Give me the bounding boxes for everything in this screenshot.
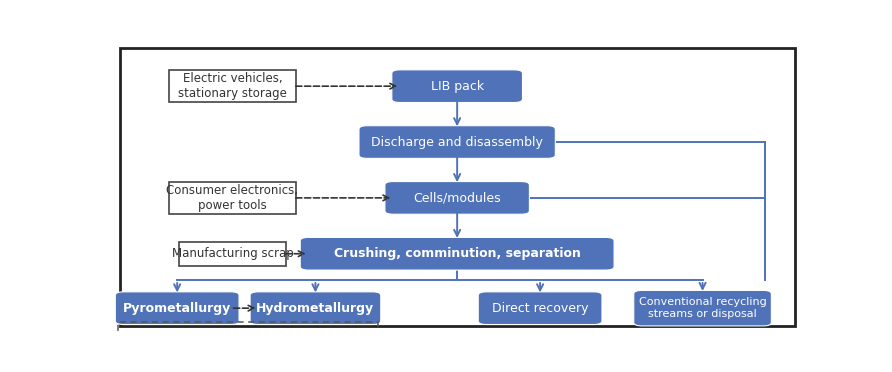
FancyBboxPatch shape xyxy=(301,237,614,270)
FancyBboxPatch shape xyxy=(120,48,795,326)
Text: Manufacturing scrap: Manufacturing scrap xyxy=(171,247,293,260)
FancyBboxPatch shape xyxy=(392,70,523,103)
Text: Discharge and disassembly: Discharge and disassembly xyxy=(371,135,543,148)
Text: Crushing, comminution, separation: Crushing, comminution, separation xyxy=(334,247,581,260)
Text: Electric vehicles,
stationary storage: Electric vehicles, stationary storage xyxy=(178,72,287,100)
Text: Consumer electronics,
power tools: Consumer electronics, power tools xyxy=(167,184,299,212)
Text: Cells/modules: Cells/modules xyxy=(413,191,501,204)
Text: Direct recovery: Direct recovery xyxy=(491,302,589,315)
Text: LIB pack: LIB pack xyxy=(431,80,483,93)
Text: Pyrometallurgy: Pyrometallurgy xyxy=(123,302,231,315)
FancyBboxPatch shape xyxy=(250,292,381,324)
FancyBboxPatch shape xyxy=(478,292,602,324)
FancyBboxPatch shape xyxy=(169,70,296,102)
FancyBboxPatch shape xyxy=(634,291,772,326)
Text: Conventional recycling
streams or disposal: Conventional recycling streams or dispos… xyxy=(639,297,766,319)
FancyBboxPatch shape xyxy=(359,126,556,158)
FancyBboxPatch shape xyxy=(385,182,529,214)
Text: Hydrometallurgy: Hydrometallurgy xyxy=(256,302,375,315)
FancyBboxPatch shape xyxy=(169,182,296,214)
FancyBboxPatch shape xyxy=(179,241,286,266)
FancyBboxPatch shape xyxy=(115,292,239,324)
